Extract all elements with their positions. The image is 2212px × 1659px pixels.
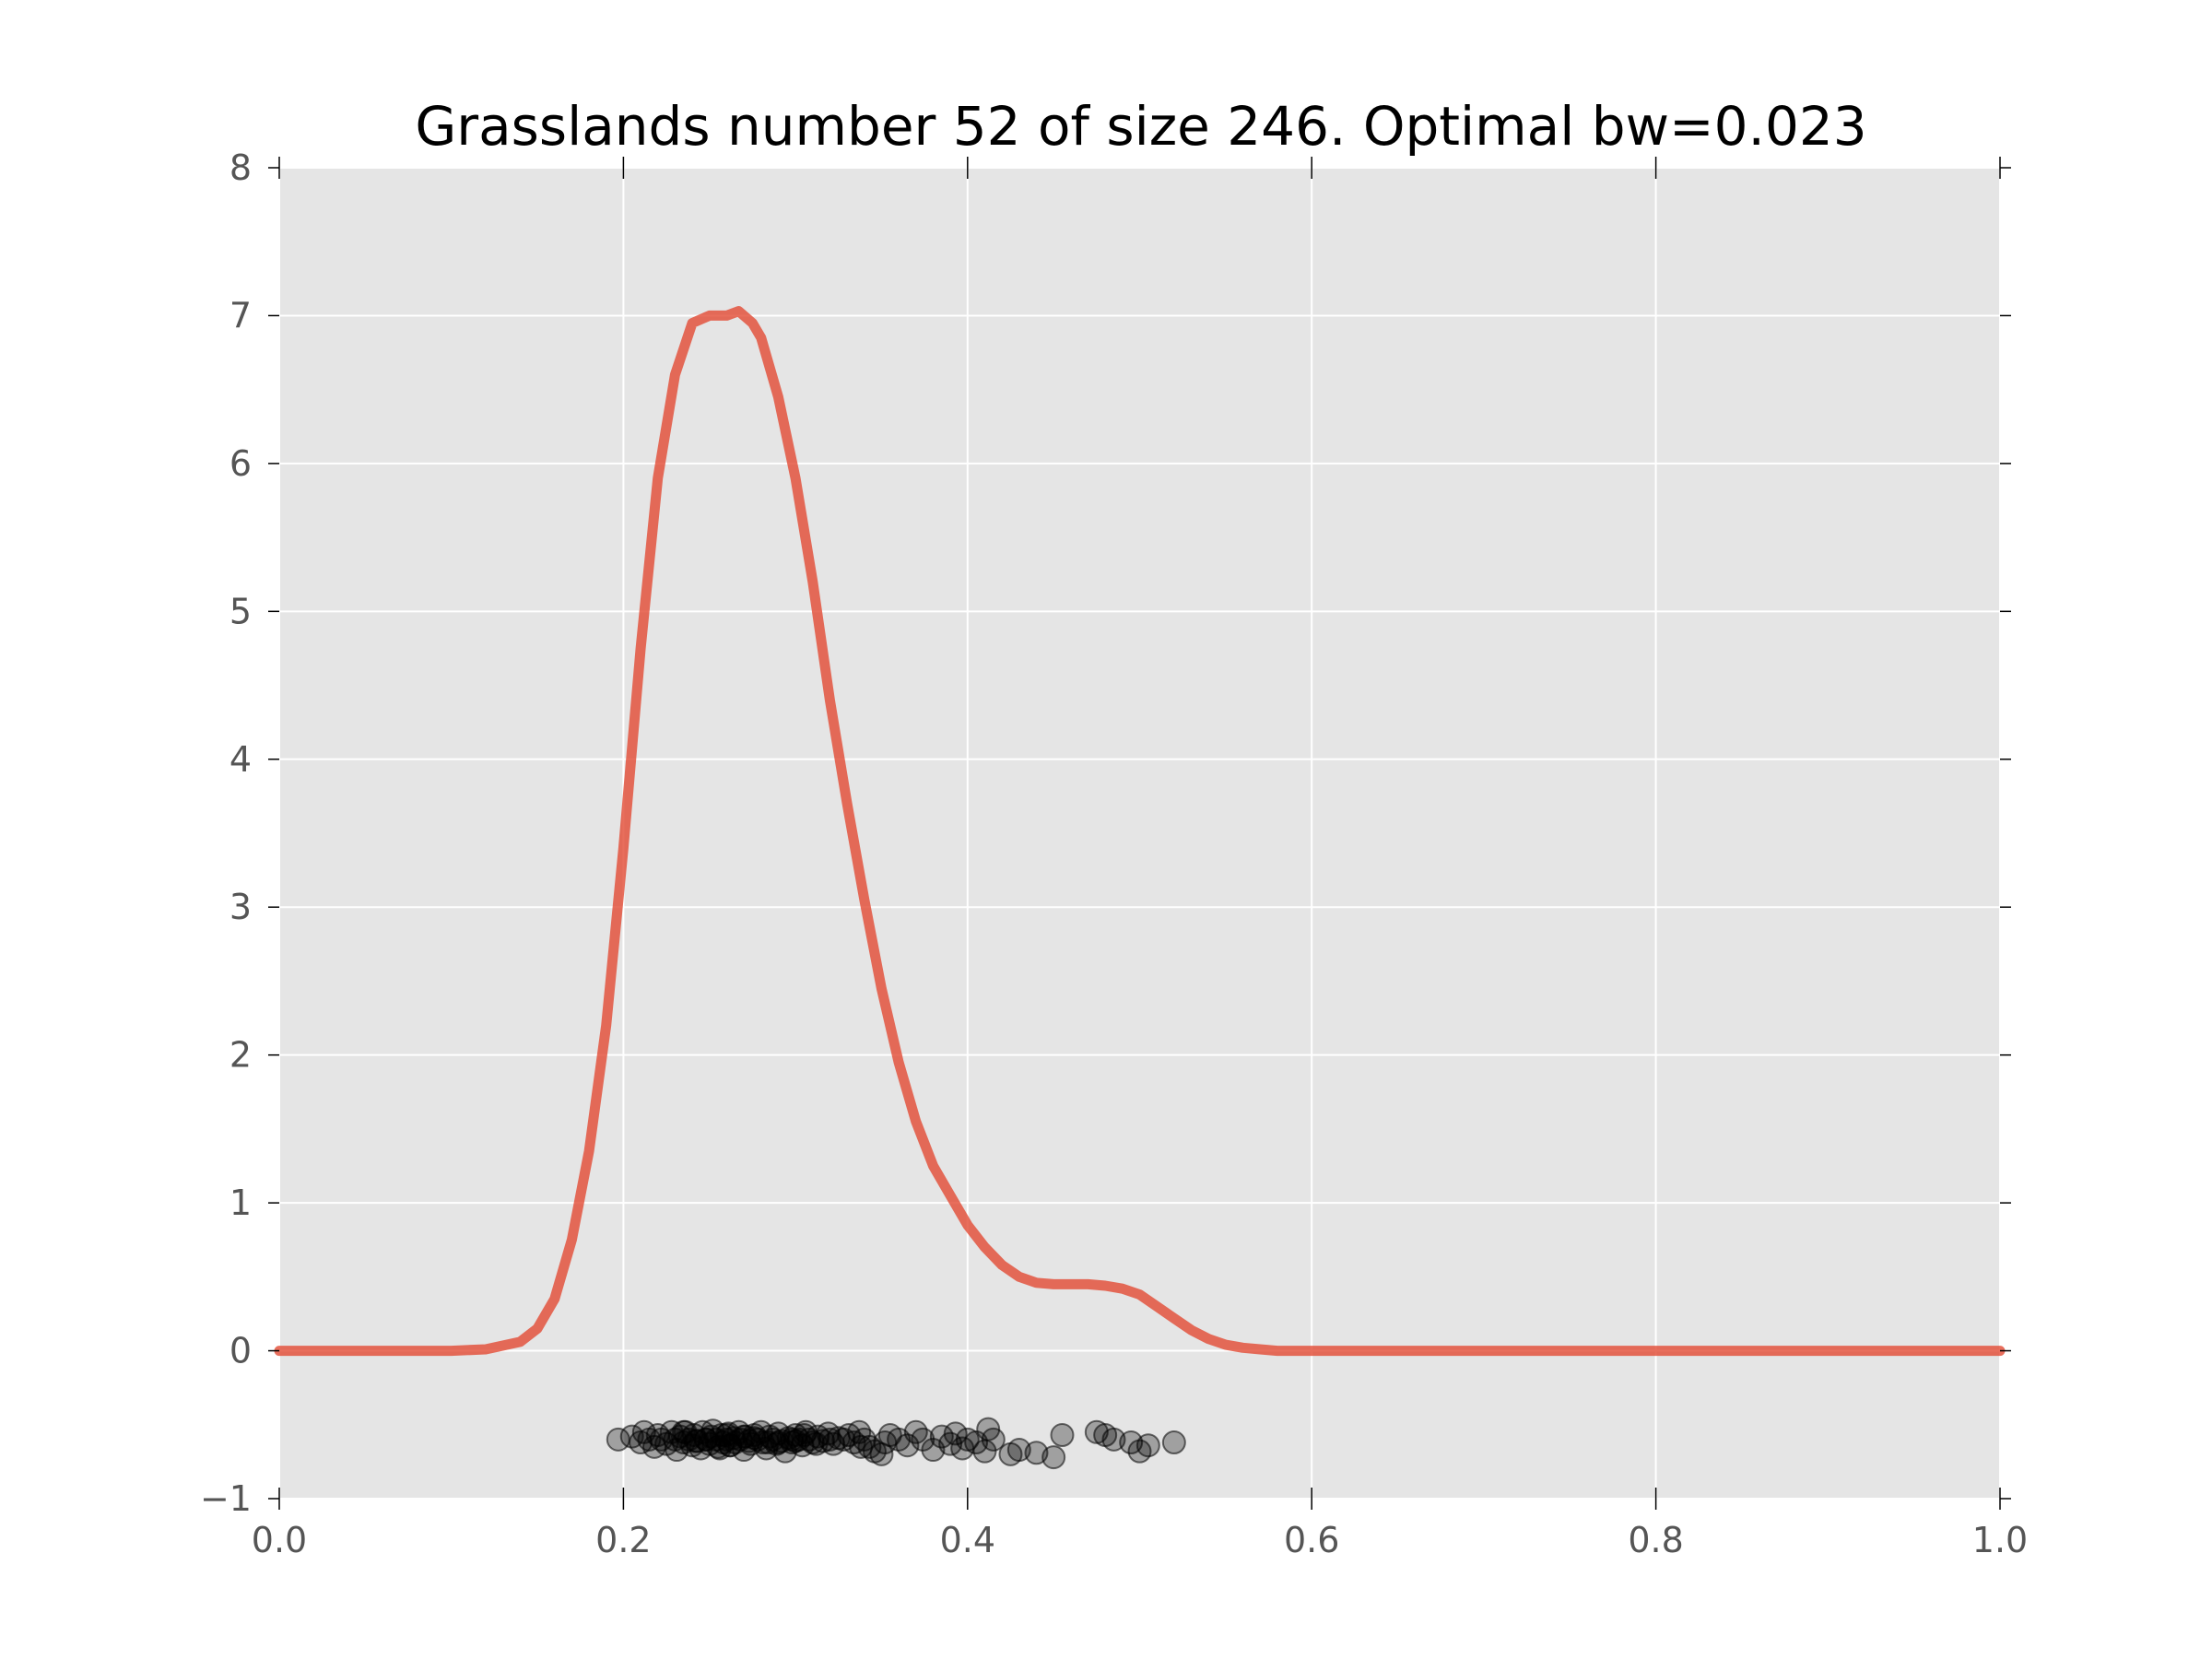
data-point bbox=[981, 1427, 1006, 1452]
data-point bbox=[1050, 1423, 1075, 1448]
x-tick-label: 0.0 bbox=[252, 1520, 307, 1560]
y-tick-label: 3 bbox=[229, 887, 252, 927]
data-point bbox=[895, 1433, 920, 1458]
data-point bbox=[1135, 1433, 1160, 1458]
data-point bbox=[732, 1424, 757, 1449]
data-point bbox=[849, 1434, 874, 1459]
data-point bbox=[671, 1419, 696, 1444]
density-line-layer bbox=[274, 306, 2006, 1357]
x-tick-label: 0.8 bbox=[1628, 1520, 1683, 1560]
y-tick-label: 5 bbox=[229, 591, 252, 631]
chart-title: Grasslands number 52 of size 246. Optima… bbox=[415, 95, 1866, 158]
data-point bbox=[683, 1429, 708, 1453]
x-tick-label: 1.0 bbox=[1972, 1520, 2028, 1560]
x-tick-label: 0.2 bbox=[595, 1520, 651, 1560]
y-tick-label: 1 bbox=[229, 1182, 252, 1223]
x-tick-labels: 0.0 0.2 0.4 0.6 0.8 1.0 bbox=[252, 1520, 2028, 1560]
data-point bbox=[818, 1427, 842, 1452]
y-tick-label: −1 bbox=[200, 1478, 252, 1519]
y-tick-label: 8 bbox=[229, 147, 252, 188]
y-tick-label: 4 bbox=[229, 739, 252, 780]
y-tick-label: 2 bbox=[229, 1035, 252, 1076]
data-point bbox=[714, 1423, 739, 1448]
tick-marks bbox=[268, 157, 2011, 1510]
data-points-layer bbox=[606, 1417, 1186, 1470]
y-tick-label: 0 bbox=[229, 1331, 252, 1371]
y-tick-labels: −1 0 1 2 3 4 5 6 7 8 bbox=[200, 147, 252, 1519]
data-point bbox=[903, 1419, 928, 1444]
density-curve bbox=[274, 306, 2006, 1357]
grid bbox=[278, 167, 2001, 1500]
y-tick-label: 6 bbox=[229, 443, 252, 484]
x-tick-label: 0.6 bbox=[1284, 1520, 1339, 1560]
data-point bbox=[783, 1429, 808, 1453]
data-point bbox=[943, 1421, 968, 1446]
x-tick-label: 0.4 bbox=[940, 1520, 995, 1560]
y-tick-label: 7 bbox=[229, 295, 252, 335]
data-point bbox=[1161, 1430, 1186, 1455]
data-point bbox=[1041, 1445, 1066, 1470]
data-point bbox=[707, 1436, 732, 1461]
data-point bbox=[756, 1430, 781, 1455]
data-point bbox=[804, 1431, 829, 1456]
